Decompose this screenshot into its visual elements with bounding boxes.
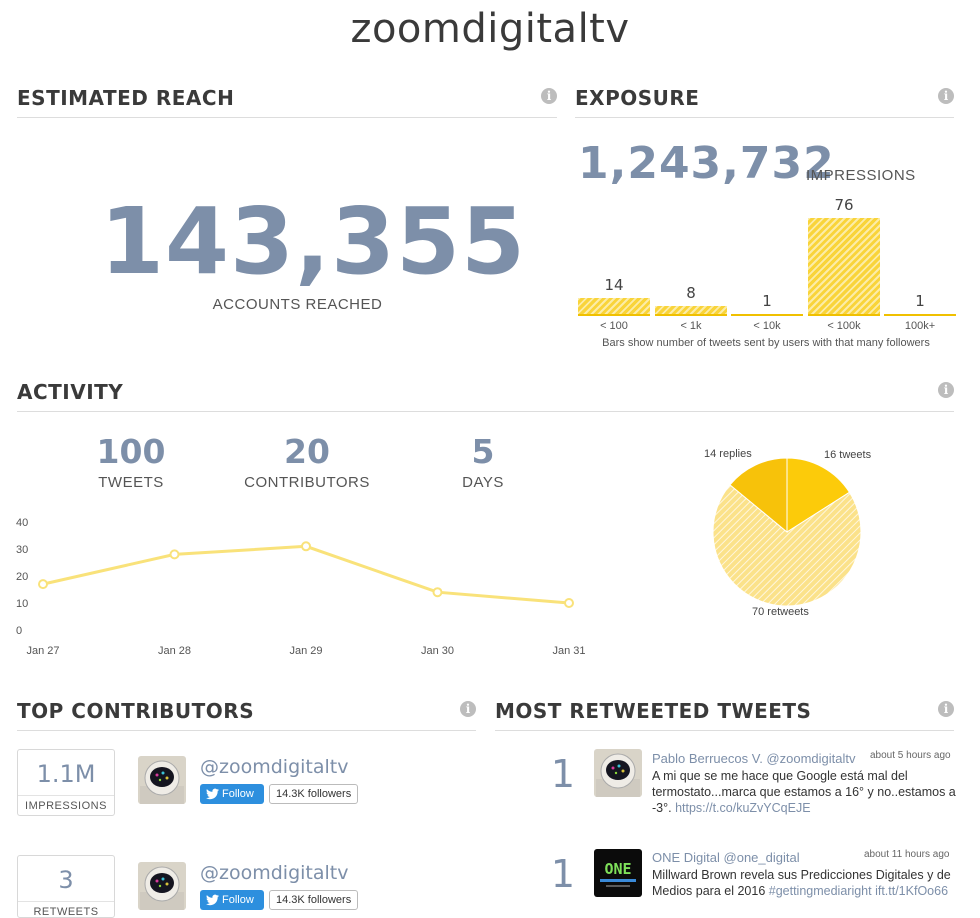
x-tick-label: Jan 30: [421, 645, 454, 657]
follow-label: Follow: [222, 894, 254, 906]
x-tick-label: Jan 27: [26, 645, 59, 657]
tweet-link[interactable]: https://t.co/kuZvYCqEJE: [675, 801, 811, 815]
tweet-rank: 1: [550, 852, 576, 896]
bar-category-label: < 1k: [680, 320, 702, 332]
tweet-text: Millward Brown revela sus Predicciones D…: [652, 867, 958, 899]
impressions-value: 1,243,732: [578, 138, 835, 189]
x-tick-label: Jan 28: [158, 645, 191, 657]
exposure-heading: EXPOSURE: [575, 86, 700, 110]
twitter-bird-icon: [206, 894, 219, 906]
contributor-handle[interactable]: @zoomdigitaltv: [200, 756, 349, 778]
bar-category-label: 100k+: [904, 320, 936, 332]
tweet-body: A mi que se me hace que Google está mal …: [652, 769, 956, 815]
top-contributors-heading: TOP CONTRIBUTORS: [17, 699, 255, 723]
data-point[interactable]: [301, 541, 311, 552]
y-tick-label: 0: [16, 625, 22, 637]
y-tick-label: 10: [16, 598, 28, 610]
info-icon[interactable]: i: [938, 88, 954, 104]
contributors-label: CONTRIBUTORS: [244, 474, 370, 491]
tweet-link[interactable]: #gettingmediaright ift.tt/1KfOo66: [768, 884, 949, 898]
bar-data-label: 8: [686, 283, 696, 302]
tweet-rank: 1: [550, 752, 576, 796]
bar-category-label: < 100: [600, 320, 628, 332]
most-retweeted-header: MOST RETWEETED TWEETS i: [495, 699, 954, 731]
tweet-time: about 5 hours ago: [870, 750, 951, 761]
x-tick-label: Jan 29: [289, 645, 322, 657]
activity-heading: ACTIVITY: [17, 380, 124, 404]
reach-label: ACCOUNTS REACHED: [212, 296, 383, 313]
activity-line-chart: 0 10 20 30 40 Jan 27 Jan 28 Jan 29 Jan 30 Jan 31: [16, 517, 586, 657]
contributor-handle[interactable]: @zoomdigitaltv: [200, 862, 349, 884]
tweets-count: 100: [96, 432, 166, 471]
astronaut-avatar-icon[interactable]: [594, 749, 642, 797]
astronaut-avatar-icon[interactable]: [138, 862, 186, 910]
info-icon[interactable]: i: [541, 88, 557, 104]
tweet-body: Millward Brown revela sus Predicciones D…: [652, 868, 951, 898]
pie-slice[interactable]: [712, 484, 862, 607]
info-icon[interactable]: i: [938, 701, 954, 717]
pie-label-tweets: 16 tweets: [824, 449, 872, 461]
bar: [884, 314, 956, 316]
metric-value: 1.1M: [36, 760, 96, 788]
contributors-count: 20: [284, 432, 330, 471]
data-point[interactable]: [564, 598, 574, 608]
follow-button[interactable]: Follow: [200, 784, 264, 804]
estimated-reach-heading: ESTIMATED REACH: [17, 86, 235, 110]
bar-category-label: < 100k: [827, 320, 861, 332]
contributor-metric: 3 RETWEETS: [17, 855, 115, 918]
metric-label: IMPRESSIONS: [18, 795, 114, 815]
followers-count: 14.3K followers: [269, 890, 359, 910]
bar-data-label: 1: [762, 292, 772, 310]
followers-count: 14.3K followers: [269, 784, 359, 804]
bar-data-label: 1: [915, 292, 925, 310]
tweet-author[interactable]: Pablo Berruecos V. @zoomdigitaltv: [652, 751, 856, 766]
metric-label: RETWEETS: [18, 901, 114, 918]
astronaut-avatar-icon[interactable]: [138, 756, 186, 804]
tweet-text: A mi que se me hace que Google está mal …: [652, 768, 958, 816]
y-tick-label: 20: [16, 571, 28, 583]
pie-slice[interactable]: [729, 457, 788, 534]
bar: [731, 314, 803, 316]
top-contributors-header: TOP CONTRIBUTORS i: [17, 699, 476, 731]
data-point[interactable]: [38, 579, 48, 590]
tweet-type-pie-chart: [712, 457, 862, 607]
bars-caption: Bars show number of tweets sent by users…: [602, 337, 930, 349]
most-retweeted-heading: MOST RETWEETED TWEETS: [495, 699, 812, 723]
tweets-label: TWEETS: [98, 474, 164, 491]
exposure-header: EXPOSURE i: [575, 86, 954, 118]
svg-text:ONE: ONE: [604, 860, 631, 878]
one-digital-logo-icon[interactable]: ONE: [594, 849, 642, 897]
y-tick-label: 30: [16, 544, 28, 556]
bar-category-label: < 10k: [753, 320, 781, 332]
contributor-metric: 1.1M IMPRESSIONS: [17, 749, 115, 816]
follow-button[interactable]: Follow: [200, 890, 264, 910]
days-label: DAYS: [462, 474, 504, 491]
x-tick-label: Jan 31: [552, 645, 585, 657]
info-icon[interactable]: i: [460, 701, 476, 717]
days-count: 5: [471, 432, 495, 471]
data-point[interactable]: [432, 587, 443, 598]
estimated-reach-header: ESTIMATED REACH i: [17, 86, 557, 118]
bar: [808, 218, 880, 316]
y-tick-label: 40: [16, 517, 28, 529]
activity-header: ACTIVITY i: [17, 380, 954, 412]
bar-data-label: 76: [834, 196, 854, 214]
reach-value: 143,355: [100, 188, 527, 295]
data-point[interactable]: [169, 549, 180, 560]
pie-label-retweets: 70 retweets: [752, 606, 809, 618]
bar: [578, 297, 650, 316]
pie-slice[interactable]: [786, 457, 851, 533]
follow-label: Follow: [222, 788, 254, 800]
tweet-author[interactable]: ONE Digital @one_digital: [652, 850, 800, 865]
page-title: zoomdigitaltv: [350, 6, 630, 52]
pie-label-replies: 14 replies: [704, 448, 752, 460]
bar-data-label: 14: [604, 275, 624, 294]
info-icon[interactable]: i: [938, 382, 954, 398]
bar: [655, 305, 727, 316]
twitter-bird-icon: [206, 788, 219, 800]
impressions-unit: IMPRESSIONS: [806, 167, 916, 184]
activity-series-line: [42, 544, 570, 605]
tweet-time: about 11 hours ago: [864, 849, 950, 860]
metric-value: 3: [58, 866, 74, 894]
